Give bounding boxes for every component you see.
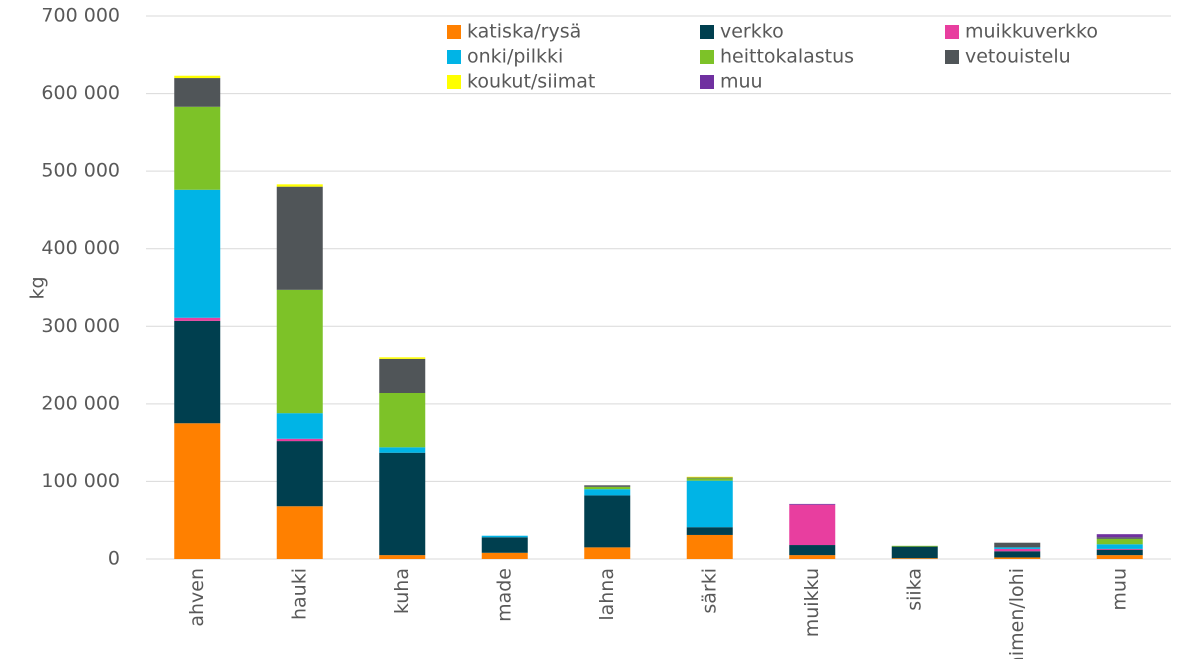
- bar-segment: [789, 503, 836, 505]
- x-tick-label: hauki: [288, 568, 310, 620]
- bar-segment: [994, 548, 1041, 552]
- bar-segment: [686, 527, 733, 535]
- bar-segment: [379, 555, 426, 559]
- x-tick-label: made: [493, 568, 515, 622]
- bar-segment: [1096, 548, 1143, 550]
- x-tick-label: kuha: [391, 568, 413, 614]
- bar-segment: [686, 477, 733, 479]
- legend-label: koukut/siimat: [467, 71, 595, 93]
- bar-segment: [276, 506, 323, 559]
- bar-segment: [891, 558, 938, 559]
- y-axis-label: kg: [27, 276, 49, 299]
- bar-segment: [276, 184, 323, 187]
- bar-segment: [174, 317, 221, 321]
- bar-segment: [174, 320, 221, 424]
- legend-swatch: [447, 50, 461, 64]
- bar-segment: [584, 486, 631, 490]
- bar-segment: [379, 452, 426, 556]
- x-tick-label: taimen/lohi: [1006, 568, 1028, 659]
- legend-label: muikkuverkko: [965, 21, 1098, 43]
- legend-swatch: [700, 75, 714, 89]
- bar-segment: [174, 78, 221, 107]
- y-tick-label: 700 000: [41, 5, 120, 27]
- legend-label: heittokalastus: [720, 46, 854, 68]
- bar-segment: [789, 545, 836, 556]
- legend-swatch: [945, 50, 959, 64]
- y-tick-label: 500 000: [41, 160, 120, 182]
- bar-segment: [174, 189, 221, 318]
- bar-segment: [1096, 538, 1143, 545]
- bar-segment: [174, 106, 221, 190]
- x-tick-label: siika: [903, 568, 925, 611]
- bar-segment: [1096, 534, 1143, 538]
- bar-segment: [1096, 555, 1143, 559]
- bar-segment: [686, 534, 733, 559]
- y-tick-label: 400 000: [41, 237, 120, 259]
- x-tick-label: lahna: [596, 568, 618, 621]
- x-tick-label: ahven: [186, 568, 208, 627]
- bar-segment: [584, 547, 631, 559]
- bar-segment: [276, 413, 323, 439]
- x-tick-label: särki: [698, 568, 720, 614]
- legend-swatch: [447, 25, 461, 39]
- legend-swatch: [945, 25, 959, 39]
- bar-segment: [994, 551, 1041, 558]
- bar-segment: [891, 545, 938, 547]
- bar-segment: [584, 495, 631, 548]
- legend-label: onki/pilkki: [467, 46, 563, 68]
- legend-label: vetouistelu: [965, 46, 1071, 68]
- bar-segment: [379, 447, 426, 453]
- bar-segment: [174, 75, 221, 79]
- bar-segment: [481, 535, 528, 538]
- legend-label: muu: [720, 71, 763, 93]
- legend-swatch: [700, 25, 714, 39]
- y-tick-label: 0: [108, 548, 120, 570]
- bar-segment: [686, 478, 733, 481]
- x-tick-label: muikku: [801, 568, 823, 637]
- bar-segment: [174, 423, 221, 559]
- bar-segment: [1096, 549, 1143, 556]
- bar-segment: [994, 547, 1041, 549]
- bar-segment: [789, 555, 836, 559]
- bar-segment: [584, 489, 631, 496]
- x-tick-label: muu: [1108, 568, 1130, 611]
- bar-segment: [276, 441, 323, 507]
- bar-segment: [276, 186, 323, 290]
- bar-segment: [789, 504, 836, 546]
- bar-segment: [276, 438, 323, 442]
- legend-swatch: [700, 50, 714, 64]
- bar-segment: [686, 480, 733, 528]
- bar-segment: [584, 485, 631, 487]
- bar-segment: [1096, 537, 1143, 539]
- y-tick-label: 100 000: [41, 470, 120, 492]
- bar-segment: [481, 537, 528, 553]
- bar-segment: [379, 357, 426, 359]
- y-tick-label: 300 000: [41, 315, 120, 337]
- bar-segment: [1096, 544, 1143, 549]
- bar-segment: [481, 552, 528, 559]
- y-tick-label: 600 000: [41, 82, 120, 104]
- bar-segment: [686, 476, 733, 478]
- y-tick-label: 200 000: [41, 392, 120, 414]
- bar-segment: [276, 289, 323, 414]
- bar-segment: [994, 542, 1041, 548]
- legend-label: katiska/rysä: [467, 21, 581, 43]
- bar-segment: [379, 358, 426, 393]
- legend-swatch: [447, 75, 461, 89]
- bar-segment: [891, 546, 938, 559]
- bar-segment: [379, 392, 426, 448]
- legend-label: verkko: [720, 21, 784, 43]
- bar-segment: [994, 557, 1041, 559]
